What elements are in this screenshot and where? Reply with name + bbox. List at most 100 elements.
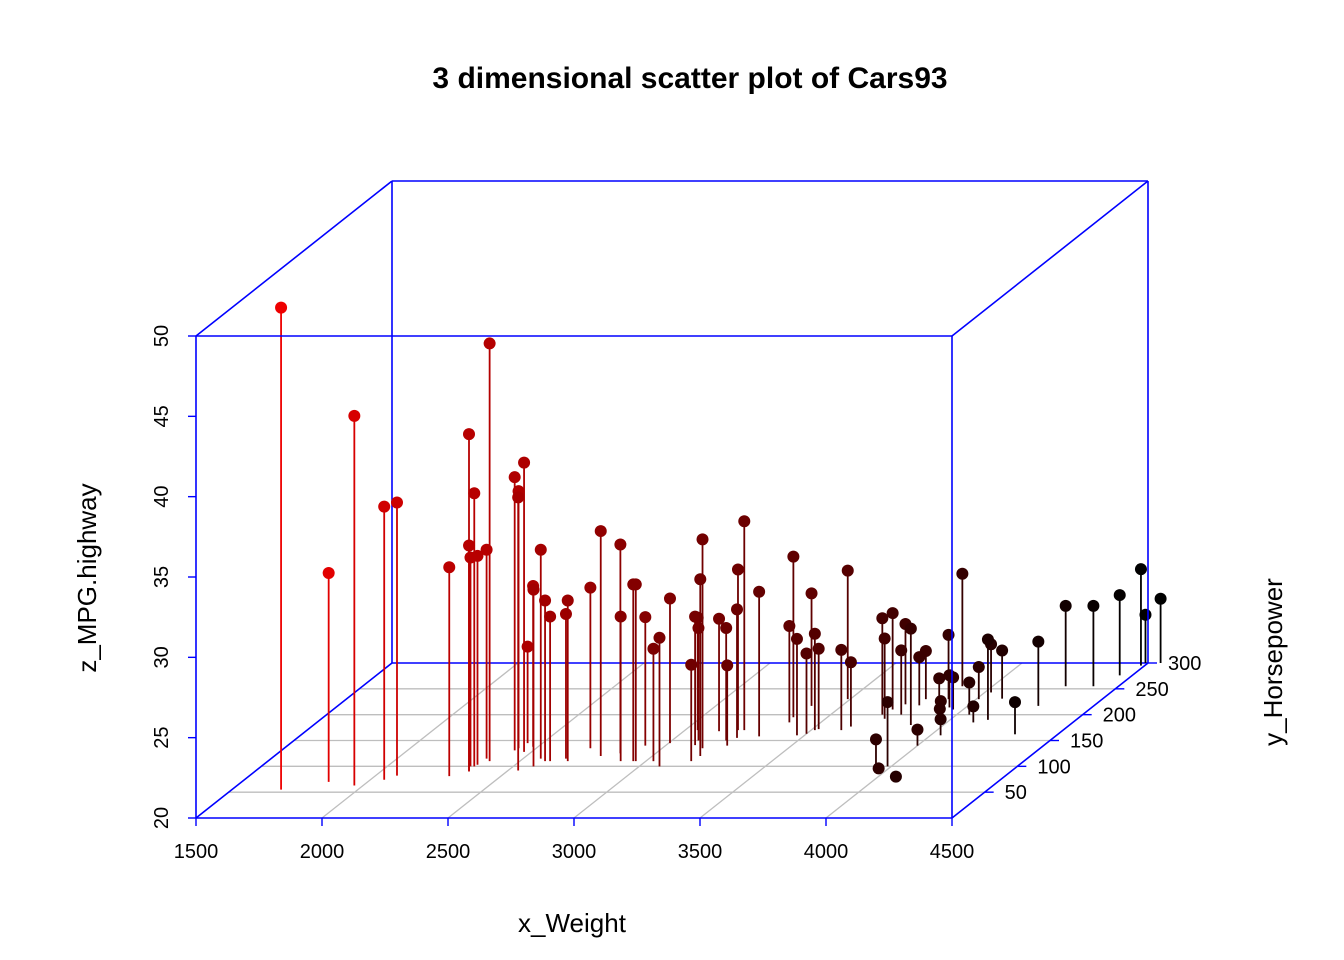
data-point: [534, 543, 547, 556]
data-point: [783, 620, 796, 633]
data-point: [731, 563, 744, 576]
z-tick-label: 30: [151, 646, 173, 668]
data-point: [947, 671, 960, 684]
data-point: [967, 700, 980, 713]
data-point: [348, 409, 361, 422]
z-tick-label: 20: [151, 807, 173, 829]
data-point: [1032, 635, 1045, 648]
box-back-edges: [195, 181, 1148, 819]
x-tick-label: 4500: [930, 841, 975, 863]
data-point: [844, 656, 857, 669]
data-point: [689, 610, 702, 623]
data-point: [731, 603, 744, 616]
y-axis-label: y_Horsepower: [1258, 578, 1288, 746]
data-point: [561, 594, 574, 607]
data-point: [1059, 599, 1072, 612]
data-point: [390, 496, 403, 509]
data-point: [559, 607, 572, 620]
data-point: [653, 631, 666, 644]
data-point: [508, 471, 521, 484]
data-point: [1134, 563, 1147, 576]
data-point: [911, 723, 924, 736]
data-point: [463, 428, 475, 441]
data-point: [904, 622, 917, 635]
x-tick-label: 1500: [174, 841, 219, 863]
data-point: [468, 487, 481, 500]
x-tick-label: 3500: [678, 841, 723, 863]
data-point: [981, 633, 994, 646]
data-point: [322, 566, 335, 579]
data-point: [881, 696, 894, 709]
data-point: [889, 770, 902, 783]
data-point: [1113, 589, 1126, 602]
data-point: [963, 676, 976, 689]
data-point: [972, 661, 985, 674]
data-point: [913, 651, 926, 664]
data-point: [872, 762, 885, 775]
x-axis-label: x_Weight: [518, 908, 627, 938]
data-point: [512, 491, 525, 504]
z-axis-label: z_MPG.highway: [72, 483, 102, 672]
data-point: [614, 538, 627, 551]
data-point: [934, 713, 947, 726]
data-point: [720, 622, 733, 635]
data-point: [647, 642, 660, 655]
z-tick-label: 25: [151, 727, 173, 749]
data-point: [787, 550, 800, 563]
data-point: [483, 337, 496, 350]
data-point: [1009, 696, 1021, 709]
data-point: [753, 585, 766, 598]
data-point: [835, 643, 848, 656]
z-tick-label: 35: [151, 566, 173, 588]
data-point: [886, 607, 899, 620]
data-point: [876, 612, 889, 625]
data-point: [518, 456, 531, 469]
x-tick-label: 2500: [426, 841, 471, 863]
data-point: [933, 702, 946, 715]
box-edge: [195, 662, 393, 819]
x-tick-label: 4000: [804, 841, 849, 863]
data-point: [663, 592, 676, 605]
data-point: [629, 578, 642, 591]
data-point: [685, 658, 698, 671]
y-tick-label: 150: [1070, 731, 1103, 753]
y-tick-label: 250: [1135, 679, 1168, 701]
data-point: [527, 583, 540, 596]
data-point: [713, 612, 726, 625]
z-tick-label: 40: [151, 486, 173, 508]
y-tick-label: 50: [1005, 782, 1027, 804]
data-point: [878, 632, 891, 645]
data-point: [738, 515, 751, 528]
data-point: [694, 573, 707, 586]
data-point: [594, 525, 607, 538]
data-point: [639, 611, 652, 624]
y-tick-label: 100: [1037, 756, 1070, 778]
data-point: [808, 627, 821, 640]
data-point: [696, 533, 709, 546]
data-point: [841, 564, 854, 577]
data-point: [721, 659, 734, 672]
data-point: [1154, 592, 1167, 605]
y-tick-label: 200: [1103, 705, 1136, 727]
chart-title: 3 dimensional scatter plot of Cars93: [432, 62, 947, 95]
x-tick-label: 2000: [300, 841, 345, 863]
data-point: [1087, 599, 1100, 612]
z-tick-label: 45: [151, 405, 173, 427]
box-front-edges: [195, 180, 1149, 819]
data-point: [933, 672, 946, 685]
box-edge: [195, 180, 393, 337]
data-point: [378, 500, 391, 513]
box-edge: [951, 180, 1149, 337]
data-point: [544, 610, 557, 623]
x-tick-label: 3000: [552, 841, 597, 863]
data-point: [443, 561, 456, 574]
data-point: [790, 632, 803, 645]
data-point: [539, 594, 552, 607]
z-tick-label: 50: [151, 325, 173, 347]
data-point: [805, 587, 818, 600]
data-point: [614, 610, 627, 623]
data-point: [275, 301, 288, 314]
y-tick-label: 300: [1168, 653, 1201, 675]
floor-grid: [228, 662, 1116, 819]
